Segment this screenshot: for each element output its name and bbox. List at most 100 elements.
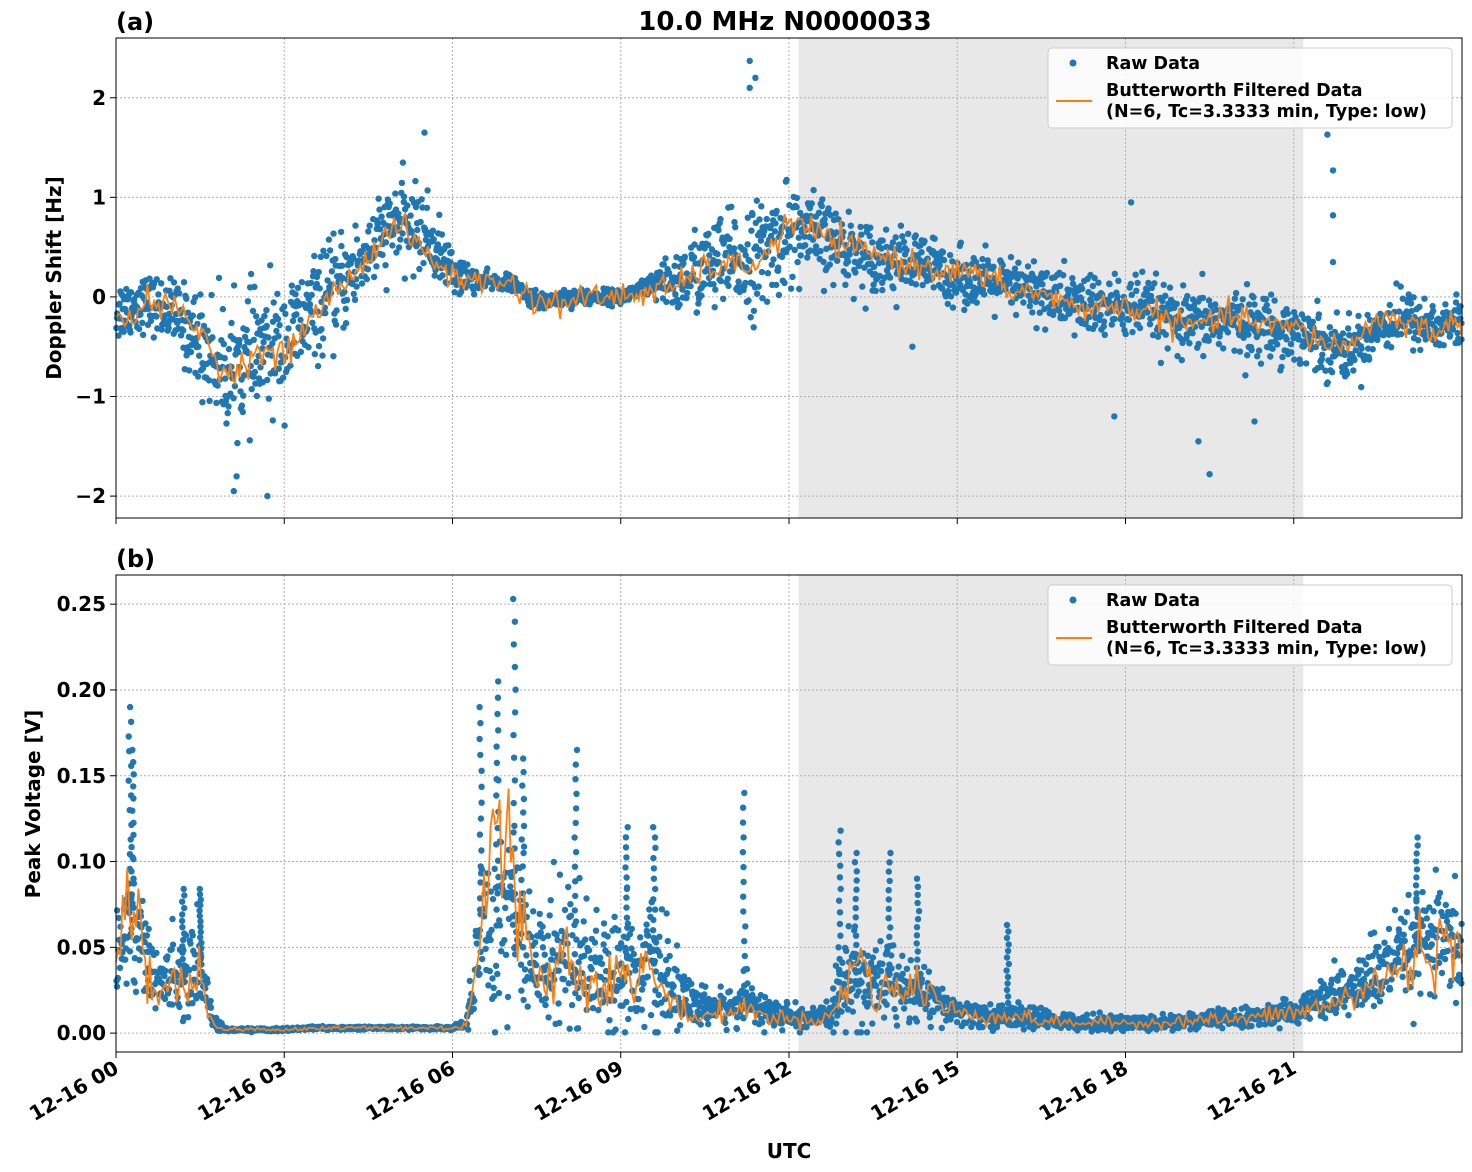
raw-data-point xyxy=(555,1000,562,1007)
raw-data-point xyxy=(490,984,497,991)
raw-data-point xyxy=(825,205,832,212)
raw-data-point xyxy=(1160,281,1167,289)
raw-data-point xyxy=(781,279,788,287)
raw-data-point xyxy=(533,961,540,969)
raw-data-point xyxy=(775,1002,782,1010)
raw-data-point xyxy=(1146,321,1154,328)
raw-data-point xyxy=(733,1025,741,1033)
raw-data-point xyxy=(821,216,828,223)
raw-data-point xyxy=(600,941,607,948)
raw-data-point xyxy=(253,392,261,400)
raw-data-point xyxy=(313,273,321,281)
panel-a: 210−1−2 (a) 10.0 MHz N0000033 Doppler Sh… xyxy=(42,7,1465,524)
raw-data-point xyxy=(189,932,196,939)
raw-data-point xyxy=(1278,328,1286,335)
raw-data-point xyxy=(207,997,214,1005)
raw-data-point xyxy=(494,970,501,978)
raw-data-point xyxy=(158,326,165,333)
raw-data-point xyxy=(189,312,196,319)
raw-data-point xyxy=(644,973,651,980)
raw-data-point xyxy=(429,227,437,234)
raw-data-point xyxy=(763,298,771,305)
raw-data-point xyxy=(643,921,650,928)
raw-data-point xyxy=(775,264,782,271)
raw-data-point xyxy=(326,247,334,254)
raw-data-point xyxy=(1189,330,1196,337)
raw-data-point xyxy=(581,952,588,959)
raw-data-point xyxy=(691,241,698,248)
raw-data-point xyxy=(473,940,480,947)
raw-data-point xyxy=(1111,270,1119,277)
raw-data-point xyxy=(1263,301,1271,309)
raw-data-point xyxy=(420,259,427,267)
raw-data-point xyxy=(1283,336,1290,343)
raw-data-point xyxy=(567,912,575,919)
raw-data-point xyxy=(742,279,749,287)
raw-data-point xyxy=(1408,307,1415,315)
raw-data-point xyxy=(271,370,279,377)
legend-raw-marker-a xyxy=(1069,59,1077,67)
raw-data-point xyxy=(147,317,155,325)
raw-data-point xyxy=(1386,301,1394,309)
raw-data-point xyxy=(879,279,886,286)
raw-data-point xyxy=(676,301,683,308)
raw-data-point xyxy=(711,304,718,311)
raw-data-point xyxy=(1015,999,1022,1006)
raw-data-point xyxy=(183,295,190,302)
raw-data-point xyxy=(397,236,404,243)
raw-data-point xyxy=(448,248,455,256)
raw-data-point xyxy=(893,304,900,311)
raw-data-point xyxy=(122,956,129,963)
raw-data-point xyxy=(184,1014,192,1021)
raw-data-point xyxy=(820,258,827,266)
raw-data-point xyxy=(240,392,247,399)
raw-data-point xyxy=(912,281,920,288)
raw-data-point xyxy=(764,270,772,277)
raw-data-point xyxy=(1029,309,1036,316)
y-tick-label: −1 xyxy=(75,385,106,409)
raw-data-point xyxy=(382,262,389,269)
raw-data-point xyxy=(834,1012,841,1019)
raw-data-point xyxy=(787,285,795,292)
raw-data-point xyxy=(169,1001,176,1008)
raw-data-point xyxy=(1243,281,1251,288)
raw-data-point xyxy=(539,934,547,942)
raw-data-point xyxy=(878,245,885,252)
raw-data-point xyxy=(844,969,851,976)
raw-data-point xyxy=(1325,336,1332,343)
raw-data-point xyxy=(1178,356,1186,364)
raw-data-point xyxy=(139,897,146,905)
raw-data-point xyxy=(1037,1004,1045,1011)
raw-data-point xyxy=(163,303,170,310)
raw-data-point xyxy=(809,1004,817,1011)
raw-data-point xyxy=(1038,300,1045,307)
raw-data-point xyxy=(838,1008,845,1015)
raw-data-point xyxy=(870,281,877,288)
raw-data-point xyxy=(844,1006,852,1013)
raw-data-point xyxy=(418,196,425,203)
raw-data-point xyxy=(858,1020,866,1028)
raw-data-point xyxy=(773,207,780,215)
raw-data-point xyxy=(238,402,246,409)
raw-data-point xyxy=(827,211,834,219)
raw-data-point xyxy=(1255,347,1263,354)
raw-data-point xyxy=(866,232,873,240)
raw-data-point xyxy=(717,983,724,990)
raw-data-point xyxy=(767,232,775,240)
raw-data-point xyxy=(1287,340,1295,348)
raw-data-point xyxy=(423,204,431,211)
raw-data-point xyxy=(207,1004,215,1011)
raw-data-point xyxy=(297,316,304,324)
raw-data-point xyxy=(536,910,543,918)
raw-data-point xyxy=(1042,326,1049,333)
raw-data-point xyxy=(748,227,755,234)
raw-data-point xyxy=(957,239,964,246)
raw-data-point xyxy=(366,222,373,229)
raw-data-point xyxy=(234,439,241,447)
raw-data-point xyxy=(910,271,918,278)
raw-data-point xyxy=(186,367,193,374)
raw-data-point xyxy=(1328,369,1336,376)
raw-data-point xyxy=(145,925,152,933)
raw-data-point xyxy=(763,215,770,223)
raw-data-point xyxy=(330,230,337,237)
